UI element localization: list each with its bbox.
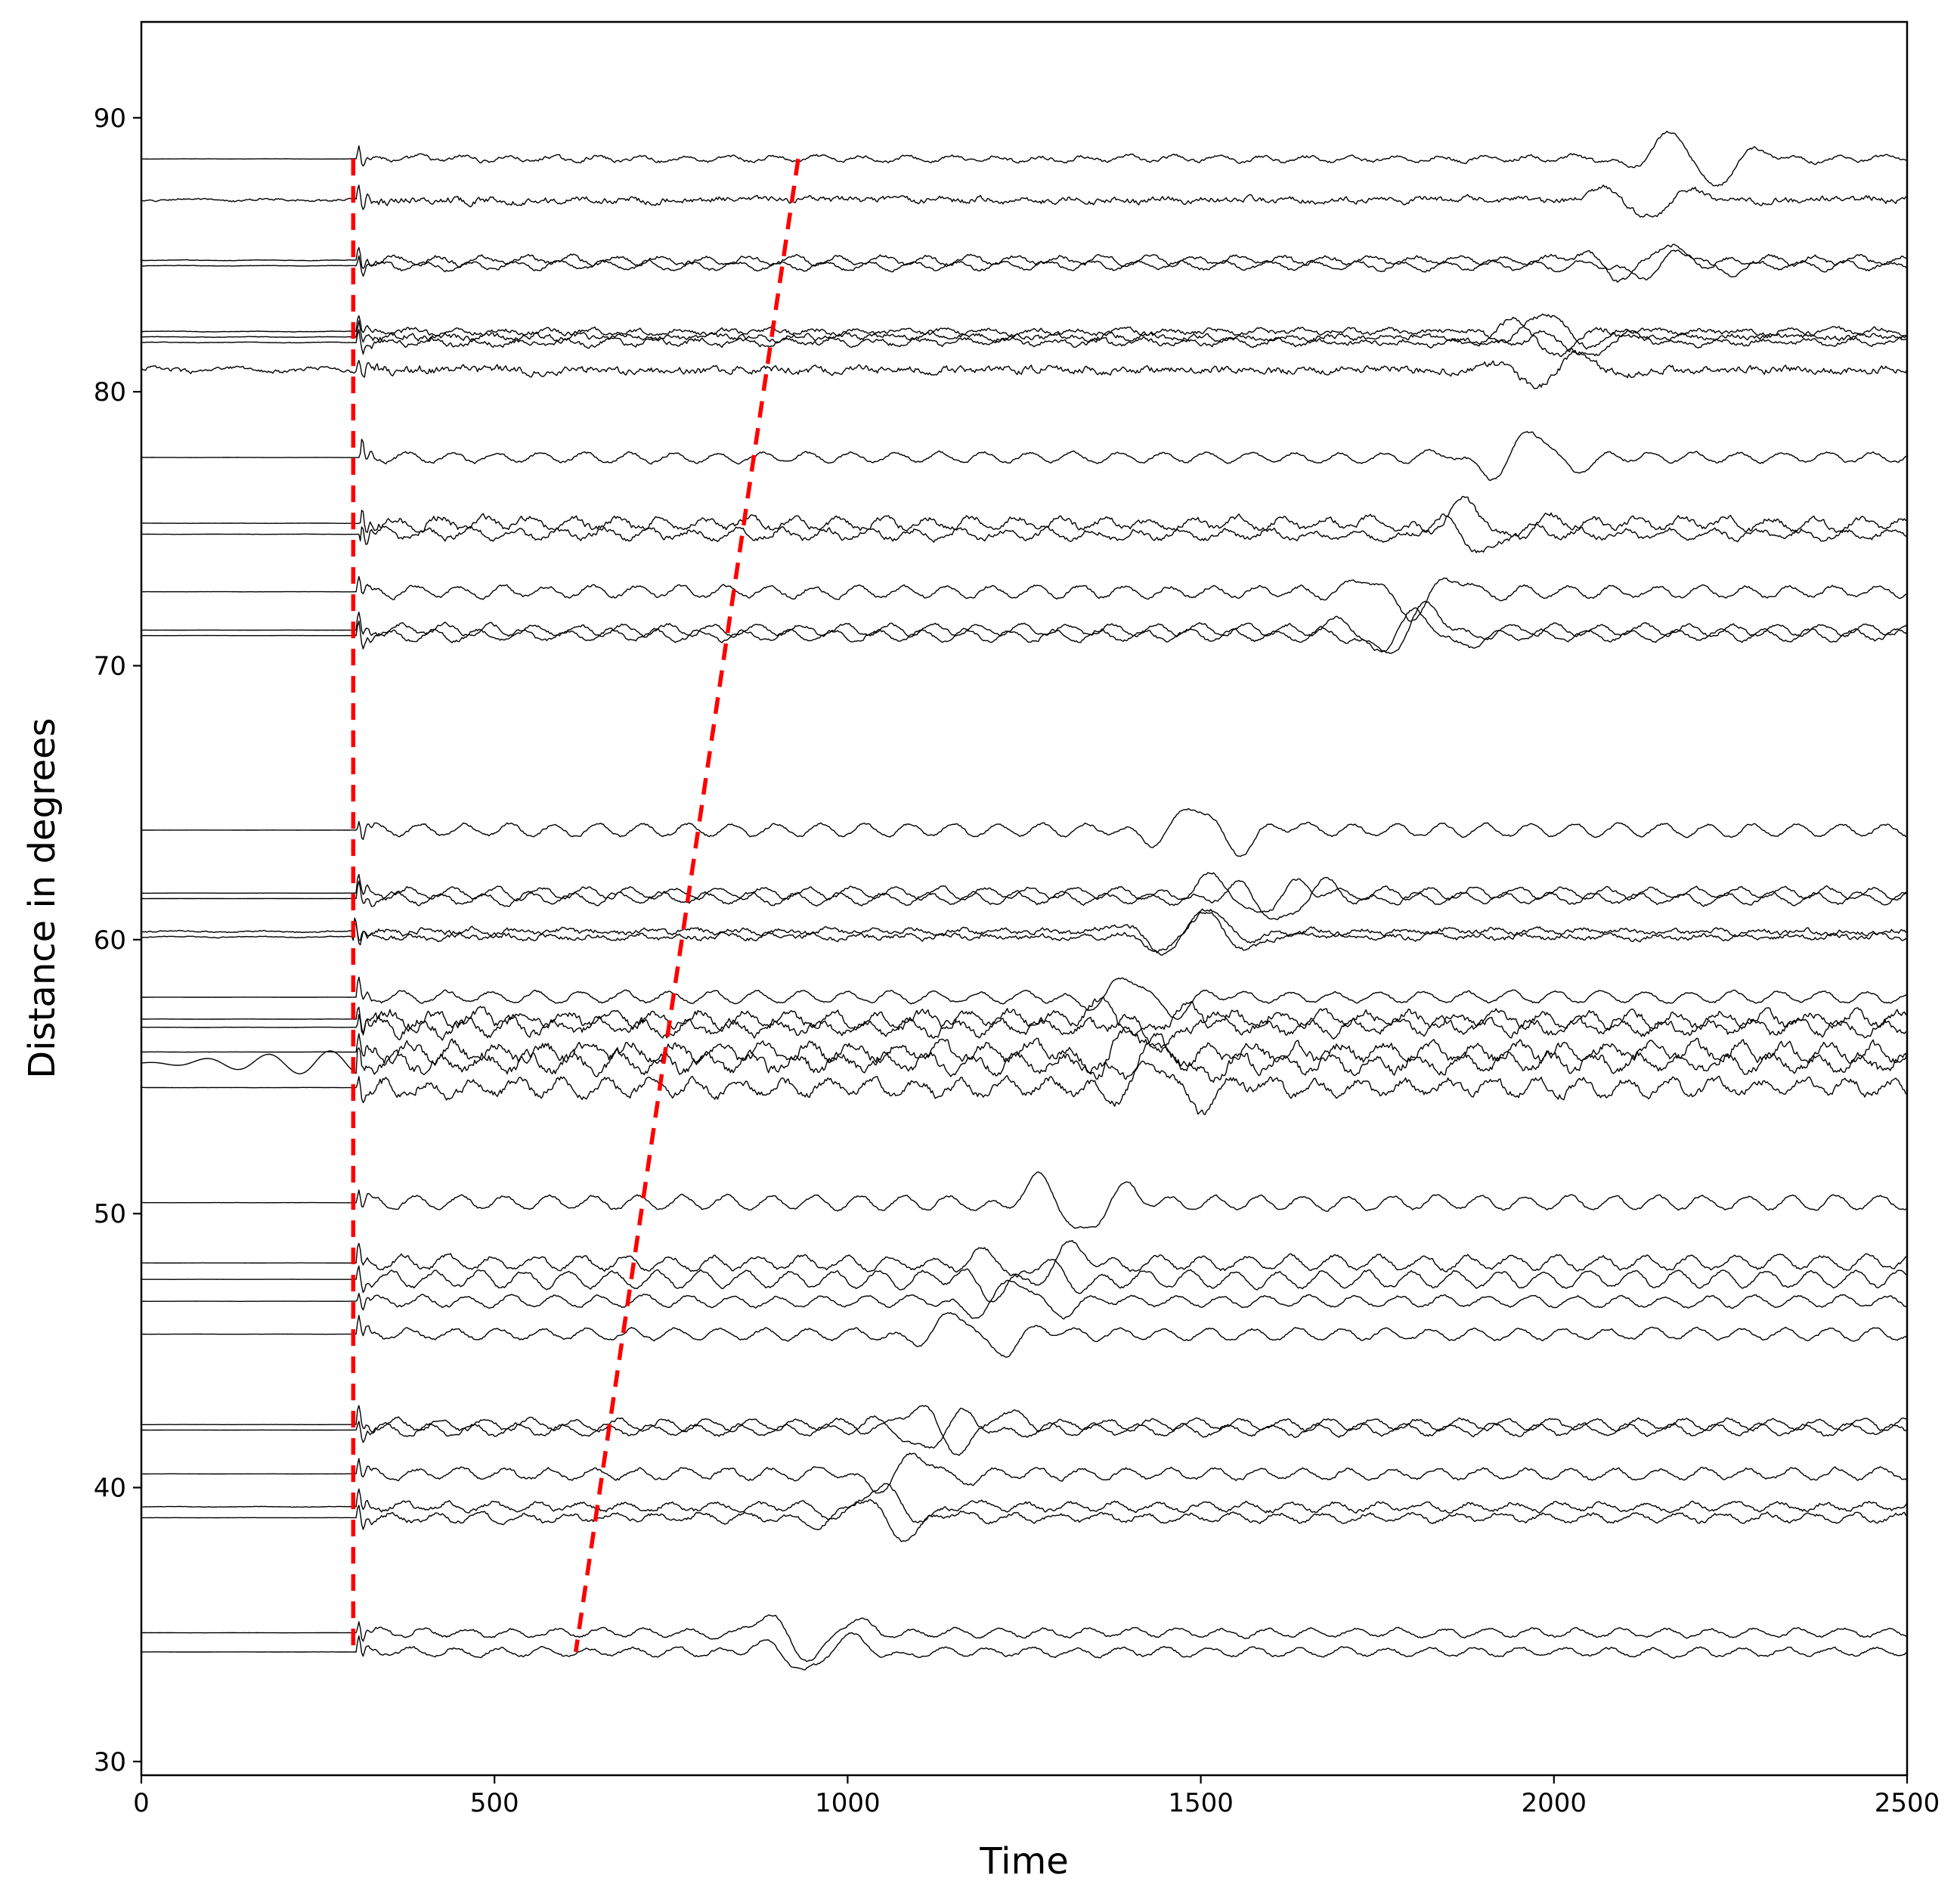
- x-tick-label: 1000: [815, 1788, 881, 1818]
- y-tick-label: 80: [94, 377, 126, 408]
- seismogram-trace: [141, 575, 1908, 622]
- seismogram-trace: [141, 1033, 1908, 1083]
- seismogram-trace: [141, 349, 1908, 389]
- seismogram-trace: [141, 249, 1908, 280]
- seismogram-trace: [141, 607, 1908, 652]
- seismogram-trace: [141, 1452, 1908, 1494]
- x-tick-label: 2500: [1875, 1788, 1940, 1818]
- seismogram-trace: [141, 431, 1908, 482]
- x-tick-label: 500: [470, 1788, 519, 1818]
- seismogram-trace: [141, 908, 1908, 956]
- seismogram-trace: [141, 876, 1907, 921]
- y-tick-label: 90: [94, 104, 126, 134]
- seismogram-trace: [141, 1632, 1908, 1671]
- seismogram-trace: [141, 317, 1908, 358]
- plot-frame: [140, 20, 1909, 1777]
- seismogram-trace: [141, 996, 1908, 1037]
- y-tick-label: 70: [94, 652, 126, 682]
- seismogram-trace: [141, 1239, 1908, 1286]
- seismogram-trace: [141, 1011, 1908, 1053]
- seismogram-trace: [141, 1407, 1908, 1449]
- y-tick-label: 60: [94, 925, 126, 956]
- secondary-arrival-line: [573, 158, 800, 1653]
- y-tick-label: 50: [94, 1199, 126, 1229]
- seismogram-trace: [141, 1258, 1908, 1303]
- seismogram-trace: [141, 1405, 1908, 1456]
- seismogram-trace: [141, 1279, 1908, 1320]
- seismogram-trace: [141, 243, 1908, 283]
- seismogram-trace: [141, 976, 1908, 1020]
- seismogram-trace: [141, 1312, 1908, 1358]
- x-axis-ticks: 0 500 1000 1500 2000 2500: [133, 1775, 1940, 1818]
- seismogram-trace: [141, 513, 1908, 553]
- y-axis-ticks: 30 40 50 60 70 80 90: [94, 104, 141, 1777]
- seismogram-trace: [141, 329, 1908, 357]
- seismogram-trace: [141, 1060, 1908, 1115]
- traces-layer: [141, 130, 1908, 1671]
- seismogram-trace: [141, 1483, 1908, 1523]
- seismogram-trace: [141, 184, 1908, 218]
- seismogram-trace: [141, 313, 1908, 350]
- y-tick-label: 40: [94, 1474, 126, 1504]
- x-axis-label: Time: [979, 1840, 1068, 1883]
- x-tick-label: 0: [133, 1788, 150, 1818]
- seismogram-trace: [141, 1499, 1908, 1542]
- seismogram-trace: [141, 1614, 1908, 1663]
- arrival-markers-layer: [351, 158, 800, 1653]
- seismogram-trace: [141, 1171, 1908, 1229]
- seismogram-trace: [141, 130, 1907, 187]
- seismogram-trace: [141, 495, 1908, 540]
- seismogram-trace: [141, 600, 1908, 654]
- seismogram-trace: [141, 807, 1908, 857]
- seismogram-trace: [141, 911, 1908, 954]
- y-axis-label: Distance in degrees: [21, 717, 63, 1078]
- x-tick-label: 1500: [1168, 1788, 1234, 1818]
- x-tick-label: 2000: [1522, 1788, 1587, 1818]
- y-tick-label: 30: [94, 1747, 126, 1777]
